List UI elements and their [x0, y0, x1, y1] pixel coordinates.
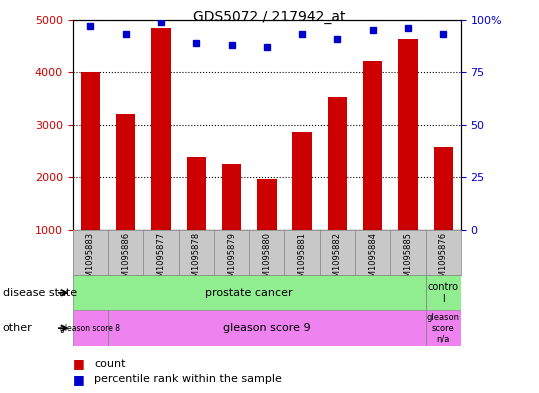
Text: GSM1095881: GSM1095881: [298, 232, 307, 288]
Bar: [292, 132, 312, 230]
Text: GSM1095878: GSM1095878: [192, 232, 201, 288]
Text: GSM1095885: GSM1095885: [403, 232, 412, 288]
Text: GSM1095876: GSM1095876: [439, 232, 448, 288]
Text: ■: ■: [73, 357, 85, 370]
Text: prostate cancer: prostate cancer: [205, 288, 293, 298]
Text: GSM1095879: GSM1095879: [227, 232, 236, 288]
Text: GSM1095880: GSM1095880: [262, 232, 271, 288]
Text: gleason
score
n/a: gleason score n/a: [427, 313, 460, 343]
Text: GSM1095884: GSM1095884: [368, 232, 377, 288]
Text: GSM1095886: GSM1095886: [121, 232, 130, 288]
Bar: [363, 61, 382, 230]
Text: GDS5072 / 217942_at: GDS5072 / 217942_at: [194, 10, 345, 24]
Bar: [151, 28, 171, 230]
Text: other: other: [3, 323, 32, 333]
Bar: [257, 180, 277, 230]
Bar: [108, 310, 426, 346]
Bar: [116, 114, 135, 230]
Bar: [426, 275, 461, 310]
Text: ■: ■: [73, 373, 85, 386]
Bar: [222, 163, 241, 230]
Text: disease state: disease state: [3, 288, 77, 298]
Bar: [328, 97, 347, 230]
Text: gleason score 9: gleason score 9: [223, 323, 310, 333]
Bar: [426, 310, 461, 346]
Bar: [186, 157, 206, 230]
Text: gleason score 8: gleason score 8: [60, 324, 120, 332]
Text: count: count: [94, 358, 126, 369]
Text: GSM1095883: GSM1095883: [86, 232, 95, 288]
Text: contro
l: contro l: [428, 282, 459, 303]
Bar: [73, 310, 108, 346]
Text: GSM1095882: GSM1095882: [333, 232, 342, 288]
Bar: [433, 147, 453, 230]
Bar: [398, 39, 418, 230]
Bar: [81, 72, 100, 230]
Text: percentile rank within the sample: percentile rank within the sample: [94, 374, 282, 384]
Text: GSM1095877: GSM1095877: [156, 232, 165, 288]
